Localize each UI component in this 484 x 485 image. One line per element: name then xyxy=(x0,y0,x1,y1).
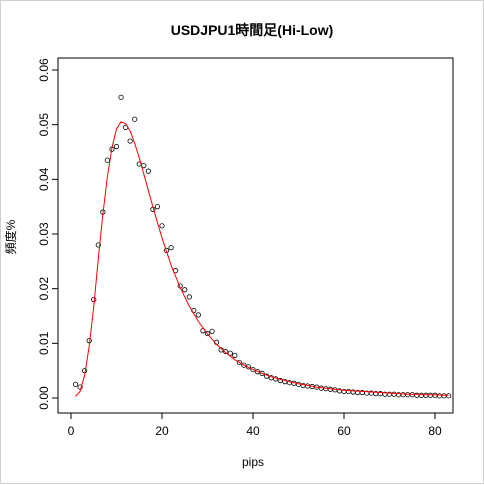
y-tick-label: 0.03 xyxy=(37,222,51,246)
data-point xyxy=(95,242,101,248)
chart-title: USDJPU1時間足(Hi-Low) xyxy=(171,22,334,38)
data-point xyxy=(227,350,233,356)
data-point xyxy=(405,392,411,398)
data-point xyxy=(232,352,238,358)
data-point xyxy=(118,94,124,100)
data-point xyxy=(195,312,201,318)
data-point xyxy=(132,116,138,122)
data-point xyxy=(441,393,447,399)
data-point xyxy=(446,393,452,399)
data-point xyxy=(236,359,242,366)
data-point xyxy=(77,384,83,390)
y-tick-label: 0.02 xyxy=(37,277,51,301)
data-point xyxy=(223,348,229,355)
data-point xyxy=(72,381,79,387)
data-point xyxy=(159,223,165,229)
data-point xyxy=(436,393,443,399)
data-point xyxy=(127,138,133,144)
data-point xyxy=(113,143,120,150)
data-point xyxy=(204,330,211,337)
data-point xyxy=(168,245,174,251)
data-point xyxy=(154,204,161,210)
x-tick-label: 0 xyxy=(68,424,75,438)
data-point xyxy=(241,362,247,368)
data-point xyxy=(104,157,111,163)
y-axis: 0.00 0.01 0.02 0.03 0.04 0.05 0.06 xyxy=(37,58,58,410)
x-tick-label: 40 xyxy=(246,424,260,438)
y-tick-label: 0.05 xyxy=(37,113,51,137)
data-point xyxy=(391,391,397,397)
data-point xyxy=(254,369,261,375)
x-tick-label: 80 xyxy=(428,424,442,438)
data-point xyxy=(345,388,352,395)
data-point xyxy=(182,287,188,293)
y-axis-label: 頻度% xyxy=(3,219,18,254)
y-tick-label: 0.01 xyxy=(37,331,51,355)
data-point xyxy=(418,392,424,398)
data-point xyxy=(250,366,256,373)
y-tick-label: 0.06 xyxy=(37,58,51,82)
data-point xyxy=(259,370,265,376)
x-tick-label: 20 xyxy=(155,424,169,438)
fit-curve xyxy=(75,121,449,397)
data-point xyxy=(400,392,406,398)
data-point xyxy=(145,168,151,174)
x-tick-label: 60 xyxy=(337,424,351,438)
data-point xyxy=(91,296,97,303)
data-points xyxy=(72,94,452,399)
data-point xyxy=(209,328,215,334)
x-axis: 0 20 40 60 80 xyxy=(68,413,442,438)
x-axis-label: pips xyxy=(242,455,264,469)
data-point xyxy=(186,294,192,300)
plot-area xyxy=(57,57,454,414)
data-point xyxy=(409,392,415,398)
y-tick-label: 0.04 xyxy=(37,167,51,191)
data-point xyxy=(427,392,434,398)
y-tick-label: 0.00 xyxy=(37,386,51,410)
data-point xyxy=(423,392,429,398)
